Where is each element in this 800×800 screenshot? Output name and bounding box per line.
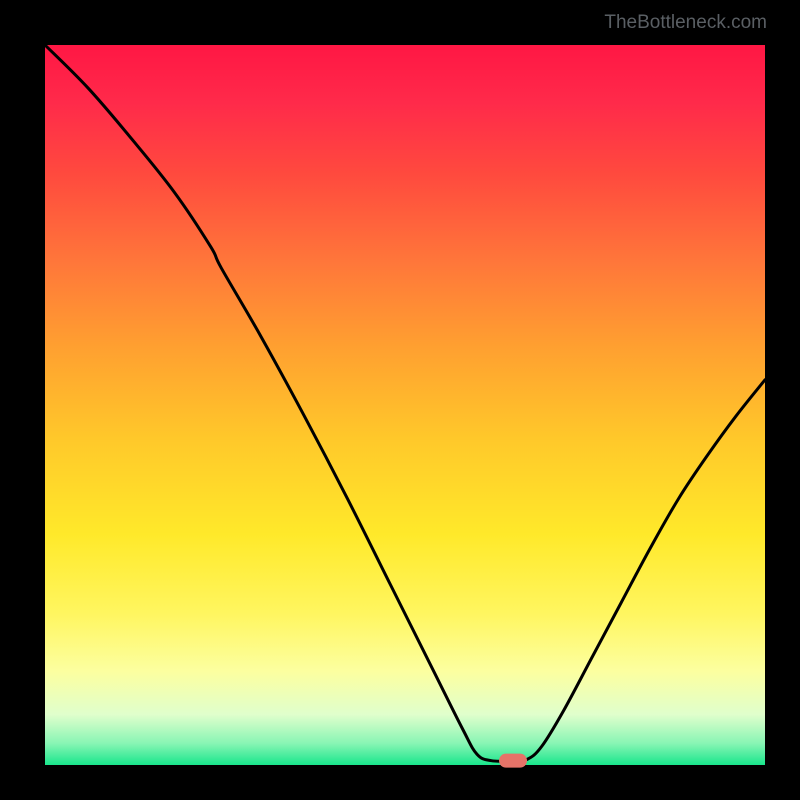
attribution-text: TheBottleneck.com: [604, 12, 767, 33]
chart-svg: TheBottleneck.com: [0, 0, 800, 800]
plot-area: [45, 45, 765, 765]
bottleneck-chart: TheBottleneck.com: [0, 0, 800, 800]
optimal-zone-marker: [499, 754, 527, 768]
